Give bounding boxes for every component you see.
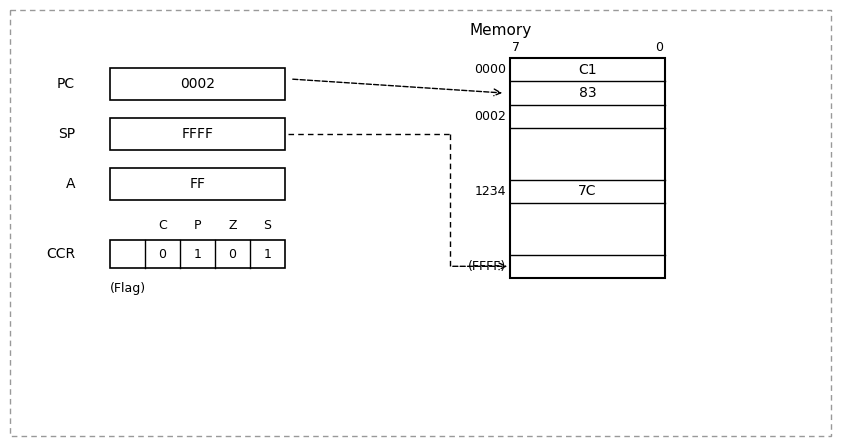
Text: S: S	[263, 219, 272, 232]
Text: 0000: 0000	[474, 63, 506, 76]
Bar	[110, 68, 285, 100]
Text: CCR: CCR	[46, 247, 75, 261]
Bar	[110, 168, 285, 200]
Bar	[110, 118, 285, 150]
Text: FFFF: FFFF	[182, 127, 214, 141]
Text: C: C	[158, 219, 167, 232]
Text: SP: SP	[58, 127, 75, 141]
Text: 1234: 1234	[474, 185, 506, 198]
Text: 83: 83	[579, 86, 596, 100]
Bar	[110, 240, 285, 268]
Text: 0002: 0002	[474, 110, 506, 123]
Text: 7: 7	[512, 41, 520, 54]
Text: PC: PC	[57, 77, 75, 91]
Text: 7C: 7C	[579, 184, 597, 198]
Text: (FFFF): (FFFF)	[468, 260, 506, 273]
Text: FF: FF	[189, 177, 205, 191]
Text: Z: Z	[228, 219, 237, 232]
Text: C1: C1	[578, 63, 597, 77]
Text: 0002: 0002	[180, 77, 215, 91]
Text: 0: 0	[655, 41, 663, 54]
Text: 0: 0	[158, 248, 167, 260]
Text: P: P	[193, 219, 201, 232]
Text: A: A	[66, 177, 75, 191]
Text: (Flag): (Flag)	[110, 282, 146, 295]
Bar	[510, 58, 665, 278]
Text: 1: 1	[263, 248, 272, 260]
Text: Memory: Memory	[470, 23, 532, 38]
Text: 1: 1	[193, 248, 202, 260]
Text: 0: 0	[229, 248, 236, 260]
